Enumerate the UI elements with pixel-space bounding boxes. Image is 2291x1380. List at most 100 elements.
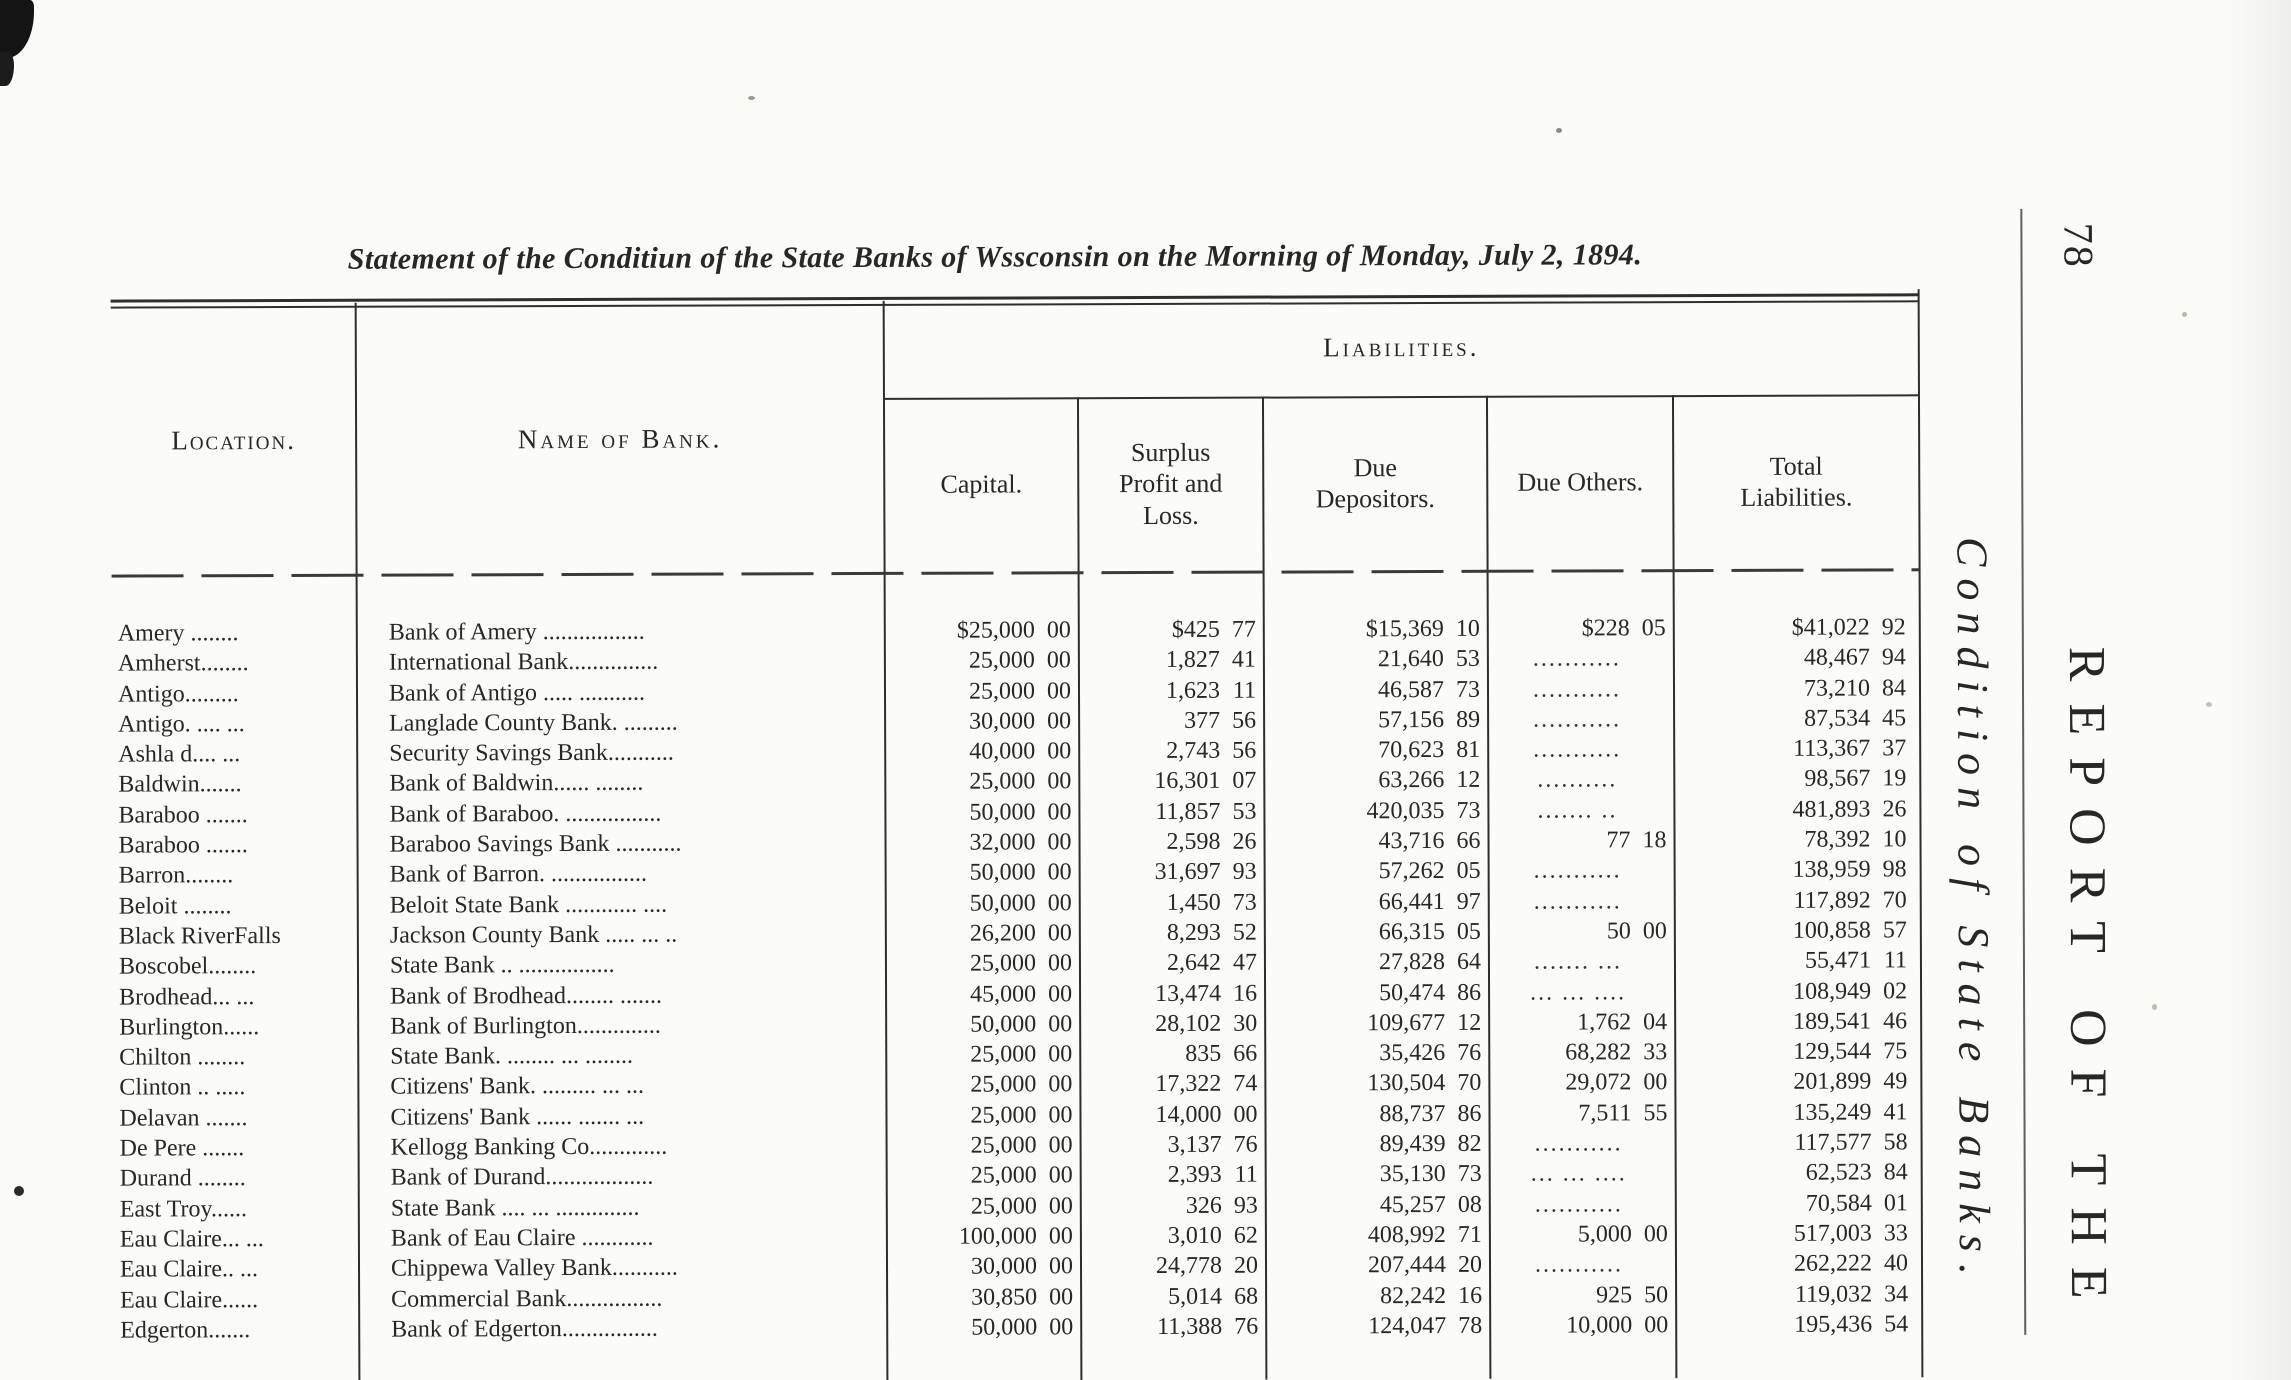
column-header-capital: Capital.	[940, 469, 1023, 499]
capital-cell: 50,000 00	[970, 1011, 1073, 1038]
due-others-cell: 68,282 33	[1565, 1039, 1668, 1066]
total-liabilities-cell: 481,893 26	[1792, 796, 1907, 823]
total-liabilities-cell: 117,577 58	[1794, 1129, 1908, 1156]
scan-speck	[2182, 312, 2187, 317]
location-cell: Eau Claire.. ...	[119, 1256, 259, 1283]
surplus-cell: 1,827 41	[1165, 646, 1256, 674]
capital-cell: 50,000 00	[969, 859, 1072, 886]
bank-name-cell: Bank of Durand..................	[390, 1164, 654, 1191]
due-depositors-cell: 50,474 86	[1379, 979, 1482, 1006]
location-cell: Clinton .. .....	[119, 1074, 246, 1102]
due-others-cell: ...........	[1534, 1251, 1624, 1278]
due-depositors-cell: 57,262 05	[1378, 858, 1481, 885]
total-liabilities-cell: 119,032 34	[1794, 1280, 1909, 1308]
due-depositors-cell: 35,130 73	[1379, 1161, 1482, 1188]
scanner-shadow	[2221, 0, 2291, 1380]
location-cell: Baldwin.......	[118, 771, 242, 799]
location-cell: East Troy......	[119, 1195, 247, 1223]
total-liabilities-cell: 189,541 46	[1793, 1008, 1908, 1035]
total-liabilities-cell: 517,003 33	[1793, 1220, 1908, 1247]
total-liabilities-cell: 201,899 49	[1793, 1068, 1908, 1096]
due-others-cell: ....... ..	[1537, 797, 1618, 824]
bank-name-cell: Security Savings Bank...........	[389, 739, 674, 767]
due-depositors-cell: 130,504 70	[1367, 1070, 1482, 1097]
capital-cell: 25,000 00	[970, 1071, 1073, 1099]
capital-cell: 25,000 00	[970, 1192, 1073, 1220]
location-cell: Chilton ........	[119, 1044, 246, 1071]
due-others-cell: ... ... ....	[1530, 978, 1627, 1006]
liabilities-group-header: Liabilities.	[1323, 331, 1480, 362]
due-others-cell: ... ... ....	[1530, 1160, 1627, 1188]
surplus-cell: 8,293 52	[1166, 919, 1257, 946]
capital-cell: 45,000 00	[970, 980, 1073, 1008]
due-others-cell: ...........	[1533, 736, 1622, 763]
due-others-cell: 7,511 55	[1578, 1099, 1668, 1127]
surplus-cell: 14,000 00	[1155, 1101, 1258, 1128]
due-depositors-cell: 207,444 20	[1367, 1252, 1483, 1279]
total-liabilities-cell: 108,949 02	[1793, 977, 1908, 1005]
due-depositors-cell: 46,587 73	[1377, 676, 1481, 703]
due-depositors-cell: 45,257 08	[1379, 1191, 1482, 1218]
due-depositors-cell: 88,737 86	[1379, 1100, 1482, 1127]
bank-name-cell: Bank of Edgerton................	[391, 1315, 658, 1343]
bank-name-cell: Citizens' Bank ...... ....... ...	[390, 1103, 645, 1131]
due-others-cell: 1,762 04	[1577, 1009, 1668, 1036]
bank-name-cell: Bank of Amery .................	[388, 618, 645, 646]
bank-name-cell: Jackson County Bank ..... ... ..	[389, 921, 678, 949]
capital-cell: 25,000 00	[969, 950, 1072, 977]
due-others-cell: ...........	[1534, 1190, 1623, 1218]
surplus-cell: 2,393 11	[1167, 1161, 1258, 1189]
due-others-cell: $228 05	[1581, 615, 1666, 642]
surplus-cell: 1,623 11	[1165, 677, 1257, 704]
due-others-cell: ...........	[1533, 706, 1622, 733]
total-liabilities-cell: 262,222 40	[1793, 1250, 1909, 1277]
surplus-cell: 2,743 56	[1166, 737, 1257, 765]
scan-speck	[748, 96, 755, 100]
capital-cell: 25,000 00	[970, 1132, 1073, 1159]
due-depositors-cell: 109,677 12	[1367, 1009, 1482, 1037]
surplus-cell: 16,301 07	[1154, 768, 1257, 795]
location-cell: Baraboo .......	[118, 832, 248, 859]
location-cell: Edgerton.......	[120, 1316, 251, 1344]
surplus-cell: 835 66	[1185, 1040, 1258, 1068]
capital-cell: 100,000 00	[958, 1223, 1073, 1250]
surplus-cell: 326 93	[1185, 1192, 1258, 1219]
surplus-cell: 24,778 20	[1155, 1252, 1259, 1280]
bank-name-cell: Baraboo Savings Bank ...........	[389, 830, 682, 858]
total-liabilities-cell: 55,471 11	[1804, 947, 1907, 974]
due-others-cell: ..........	[1537, 766, 1618, 794]
due-depositors-cell: 408,992 71	[1367, 1221, 1482, 1249]
scan-speck	[2206, 702, 2212, 707]
surplus-cell: 11,388 76	[1157, 1313, 1259, 1340]
bank-name-cell: International Bank...............	[388, 648, 659, 676]
due-depositors-cell: 66,441 97	[1378, 888, 1481, 915]
column-header-due-depositors: Due Depositors.	[1315, 452, 1435, 514]
due-depositors-cell: 27,828 64	[1378, 949, 1481, 976]
surplus-cell: 3,010 62	[1167, 1222, 1258, 1249]
due-others-cell: ...........	[1533, 857, 1622, 885]
bank-name-cell: Bank of Eau Claire ............	[390, 1224, 654, 1252]
capital-cell: 30,850 00	[971, 1283, 1074, 1311]
due-others-cell: ...........	[1533, 888, 1622, 915]
total-liabilities-cell: 70,584 01	[1805, 1189, 1908, 1217]
surplus-cell: $425 77	[1171, 616, 1256, 643]
bank-name-cell: Bank of Antigo ..... ...........	[388, 679, 646, 707]
due-depositors-cell: 89,439 82	[1379, 1130, 1482, 1158]
table-body: Amery ........ Bank of Amery ............…	[112, 612, 1923, 1345]
location-cell: Baraboo .......	[118, 801, 248, 829]
surplus-cell: 2,598 26	[1166, 828, 1257, 856]
total-liabilities-cell: 98,567 19	[1804, 765, 1907, 793]
total-liabilities-cell: 113,367 37	[1793, 735, 1907, 762]
total-liabilities-cell: 78,392 10	[1804, 826, 1907, 853]
bank-name-cell: Bank of Burlington..............	[390, 1012, 661, 1040]
total-liabilities-cell: $41,022 92	[1791, 614, 1906, 641]
capital-cell: 25,000 00	[970, 1102, 1073, 1129]
due-depositors-cell: 82,242 16	[1380, 1282, 1483, 1309]
location-cell: Durand ........	[119, 1165, 246, 1192]
total-liabilities-cell: 62,523 84	[1805, 1159, 1908, 1187]
column-header-surplus: Surplus Profit and Loss.	[1119, 437, 1223, 530]
location-cell: Eau Claire... ...	[119, 1226, 264, 1253]
bank-name-cell: Bank of Brodhead........ .......	[390, 982, 663, 1010]
surplus-cell: 3,137 76	[1167, 1131, 1258, 1158]
capital-cell: $25,000 00	[956, 617, 1071, 644]
